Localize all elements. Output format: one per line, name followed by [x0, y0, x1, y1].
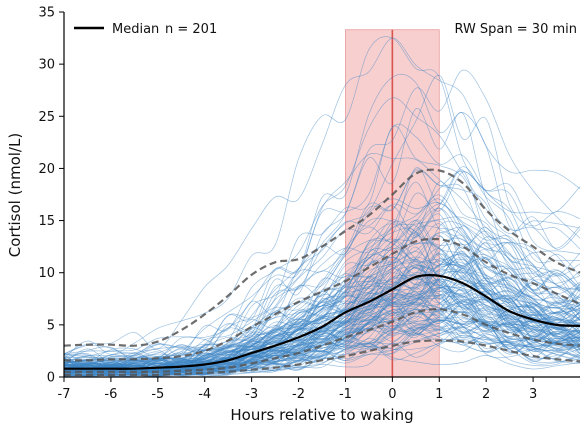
- legend: Median n = 201: [74, 22, 217, 37]
- individual-curve: [63, 294, 581, 376]
- x-tick-label: -3: [245, 387, 258, 402]
- rw-span-annotation: RW Span = 30 min: [454, 22, 577, 37]
- x-tick-label: 1: [435, 387, 443, 402]
- x-tick-label: -1: [339, 387, 352, 402]
- x-tick-label: -5: [151, 387, 164, 402]
- x-tick-label: 3: [529, 387, 537, 402]
- quantile-line: [63, 308, 581, 373]
- x-axis-label: Hours relative to waking: [230, 406, 413, 424]
- y-tick-label: 35: [38, 6, 55, 21]
- quantile-line: [63, 339, 581, 377]
- x-tick-label: -2: [292, 387, 305, 402]
- individual-curve: [63, 36, 581, 359]
- individual-curve: [63, 302, 581, 377]
- individual-curve: [63, 225, 581, 366]
- individual-curve: [63, 171, 581, 367]
- individual-curve: [63, 73, 581, 357]
- individual-curve: [63, 123, 581, 364]
- individual-curve: [63, 327, 581, 377]
- y-tick-label: 10: [38, 266, 55, 281]
- individual-curve: [63, 198, 581, 369]
- y-tick-label: 15: [38, 214, 55, 229]
- individual-curve: [63, 153, 581, 365]
- legend-median-label: Median: [112, 22, 159, 37]
- individual-curve: [63, 327, 581, 377]
- y-tick-label: 0: [47, 371, 55, 386]
- x-tick-label: 0: [388, 387, 396, 402]
- y-tick-label: 5: [47, 318, 55, 333]
- individual-curve: [63, 288, 581, 375]
- quantile-line: [63, 168, 581, 347]
- individual-curve: [63, 166, 581, 371]
- x-tick-label: 2: [482, 387, 490, 402]
- individual-curve: [63, 37, 581, 355]
- y-tick-label: 30: [38, 58, 55, 73]
- individual-curve: [63, 256, 581, 372]
- x-tick-label: -4: [198, 387, 211, 402]
- individual-curve: [63, 125, 581, 362]
- individual-curve: [63, 203, 581, 364]
- individual-curve: [63, 170, 581, 368]
- y-axis-label: Cortisol (nmol/L): [6, 133, 24, 257]
- y-tick-label: 25: [38, 110, 55, 125]
- individual-curve: [63, 277, 581, 374]
- legend-n-note: n = 201: [165, 22, 217, 37]
- summary-series-layer: [63, 168, 581, 377]
- quantile-line: [63, 237, 581, 362]
- individual-curve: [63, 320, 581, 376]
- x-tick-label: -7: [58, 387, 71, 402]
- y-tick-label: 20: [38, 162, 55, 177]
- median-line: [64, 274, 581, 370]
- x-tick-label: -6: [104, 387, 117, 402]
